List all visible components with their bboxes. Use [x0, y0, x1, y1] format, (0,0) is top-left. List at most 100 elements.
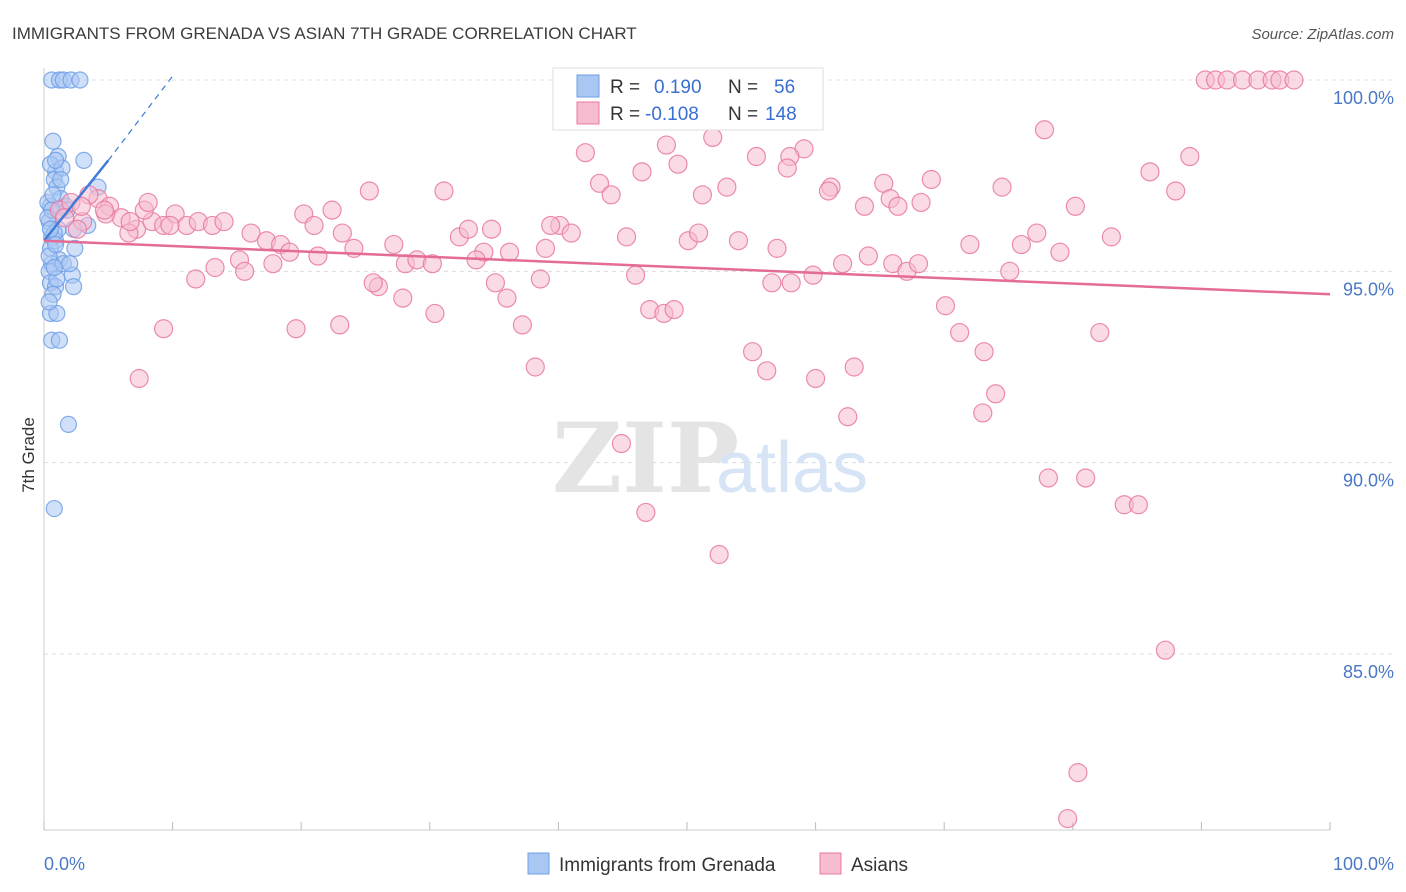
series-1-point-147 — [138, 192, 158, 213]
y-tick-label-2: 90.0% — [1343, 471, 1394, 491]
watermark-zip: ZIP — [552, 402, 739, 515]
series-1-point-36 — [422, 254, 442, 274]
series-1-point-57 — [692, 185, 713, 205]
series-1-point-64 — [781, 273, 801, 293]
stats-r-label-1: R = — [610, 77, 640, 98]
trend-line-grenada — [43, 159, 110, 242]
trend-line-asians — [43, 239, 1331, 296]
x-tick-label-min: 0.0% — [44, 854, 85, 874]
series-1-point-92 — [1140, 162, 1160, 182]
series-1-point-116 — [709, 544, 729, 565]
series-1-point-133 — [393, 288, 413, 308]
series-1-point-48 — [575, 143, 596, 163]
series-1-point-28 — [322, 200, 342, 220]
series-0-point-50 — [40, 293, 58, 311]
legend-swatch-grenada — [527, 852, 550, 875]
watermark-atlas: atlas — [716, 428, 868, 508]
series-1-point-137 — [286, 319, 306, 339]
stats-legend: R = 0.190 N = 56 R = -0.108 N = 148 — [552, 67, 824, 131]
series-1-point-110 — [973, 403, 993, 423]
series-1-point-69 — [844, 357, 864, 377]
series-1-point-120 — [611, 433, 632, 454]
series-1-point-85 — [1050, 242, 1070, 262]
series-1-point-86 — [1065, 196, 1085, 216]
series-1-point-45 — [535, 238, 556, 258]
series-1-point-94 — [1166, 181, 1186, 201]
series-1-point-78 — [960, 234, 980, 255]
series-1-point-112 — [1034, 120, 1055, 140]
x-axis-ticks — [43, 822, 1331, 830]
series-1-point-113 — [1058, 808, 1078, 829]
series-1-point-80 — [986, 384, 1006, 404]
series-1-point-121 — [777, 158, 797, 178]
y-tick-label-3: 85.0% — [1343, 662, 1394, 682]
y-axis-title: 7th Grade — [19, 417, 38, 493]
series-1-point-60 — [728, 231, 749, 251]
series-1-point-89 — [1101, 227, 1121, 247]
series-0-point-10 — [75, 151, 93, 169]
series-1-point-115 — [838, 407, 858, 427]
series-0-point-46 — [46, 235, 65, 254]
series-1-point-81 — [1000, 261, 1020, 281]
trend-lines — [43, 75, 1331, 296]
stats-n-value-1: 56 — [774, 77, 795, 98]
series-1-point-138 — [263, 254, 283, 274]
series-1-point-108 — [888, 196, 908, 216]
series-1-point-52 — [625, 265, 646, 285]
series-1-point-70 — [858, 246, 878, 266]
stats-r-value-1: 0.190 — [654, 77, 702, 98]
series-1-point-91 — [1128, 495, 1148, 515]
series-1-point-27 — [308, 246, 328, 266]
series-1-point-118 — [688, 223, 709, 243]
series-1-point-33 — [384, 234, 404, 255]
series-0-point-55 — [61, 255, 79, 273]
series-1-point-68 — [833, 254, 853, 274]
stats-r-label-2: R = — [610, 104, 640, 125]
series-0-point-5 — [44, 132, 62, 150]
stats-n-label-1: N = — [728, 77, 758, 98]
series-0-point-48 — [44, 186, 62, 204]
series-1-point-122 — [762, 273, 782, 293]
series-1-point-29 — [332, 223, 352, 243]
series-1-point-76 — [935, 296, 956, 316]
series-1-point-49 — [589, 173, 610, 193]
bottom-legend: Immigrants from Grenada Asians — [527, 852, 908, 876]
series-0-points — [39, 71, 107, 518]
series-1-point-66 — [805, 368, 826, 389]
series-1-point-51 — [616, 227, 637, 247]
legend-label-grenada: Immigrants from Grenada — [559, 855, 776, 876]
series-1-point-93 — [1155, 640, 1175, 660]
stats-n-value-2: 148 — [765, 104, 797, 125]
series-0-point-22 — [66, 239, 84, 257]
series-1-point-95 — [1180, 146, 1200, 167]
series-0-point-37 — [45, 499, 63, 518]
series-1-point-41 — [485, 273, 505, 293]
series-1-point-83 — [1027, 223, 1047, 243]
stats-n-label-2: N = — [728, 104, 758, 125]
y-tick-label-1: 95.0% — [1343, 279, 1394, 299]
y-axis-tick-labels: 100.0% 95.0% 90.0% 85.0% — [1333, 88, 1394, 682]
series-1-point-125 — [746, 146, 767, 167]
series-1-point-130 — [481, 219, 502, 239]
series-1-point-136 — [304, 215, 324, 236]
series-1-point-43 — [512, 315, 532, 335]
chart-title: IMMIGRANTS FROM GRENADA VS ASIAN 7TH GRA… — [12, 24, 637, 43]
series-1-point-114 — [1068, 763, 1088, 783]
series-1-point-142 — [153, 319, 174, 339]
series-1-point-132 — [425, 303, 445, 324]
series-1-points — [49, 70, 1304, 829]
legend-label-asians: Asians — [851, 855, 908, 876]
series-1-point-55 — [664, 300, 684, 320]
series-0-point-51 — [45, 258, 63, 277]
series-1-point-103 — [1284, 70, 1304, 90]
series-1-point-50 — [601, 185, 621, 205]
series-1-point-141 — [186, 269, 206, 289]
series-1-point-47 — [561, 223, 581, 243]
series-1-point-75 — [921, 169, 941, 190]
series-1-point-62 — [757, 361, 777, 381]
watermark: ZIP atlas — [552, 402, 868, 515]
series-1-point-117 — [668, 154, 688, 174]
series-1-point-88 — [1090, 322, 1110, 343]
series-1-point-119 — [636, 502, 656, 523]
